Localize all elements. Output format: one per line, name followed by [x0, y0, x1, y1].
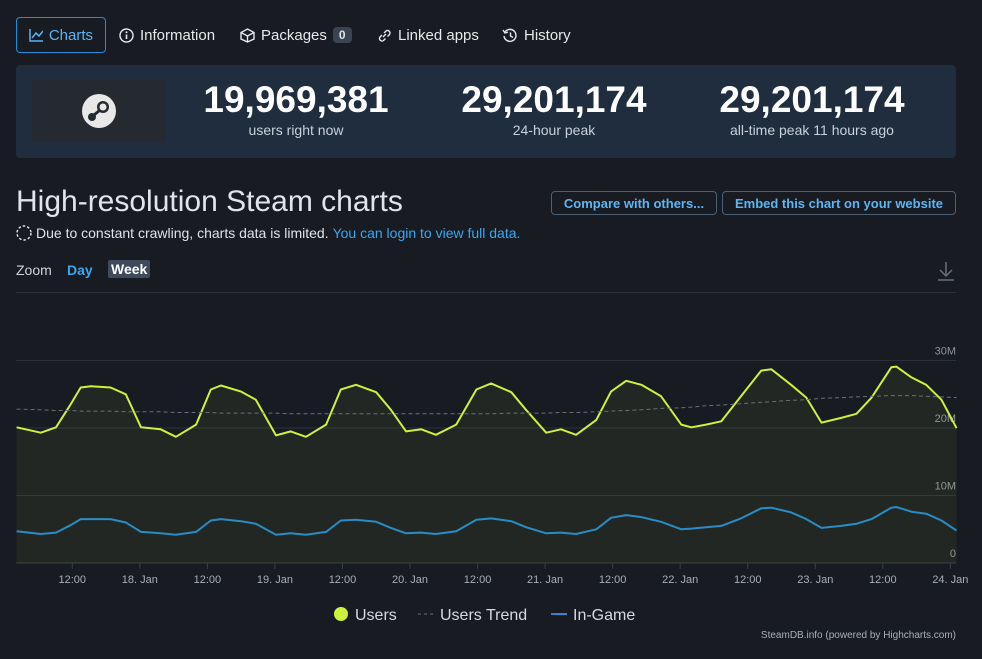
legend-label: In-Game — [573, 607, 635, 624]
steam-logo — [82, 94, 116, 128]
y-tick-label: 30M — [935, 346, 956, 358]
zoom-label: Zoom — [16, 262, 52, 278]
stat-value: 19,969,381 — [203, 79, 389, 120]
zoom-option[interactable]: Week — [108, 260, 151, 278]
legend-label: Users — [355, 607, 397, 624]
icon — [119, 27, 134, 43]
x-tick-label: 12:00 — [194, 574, 222, 586]
x-tick-label: 12:00 — [599, 574, 627, 586]
stats-panel — [16, 65, 956, 158]
icon — [378, 29, 391, 42]
stat: 29,201,174 all-time peak 11 hours ago — [682, 78, 942, 138]
legend-symbol — [334, 607, 348, 621]
x-tick-label: 24. Jan — [932, 574, 968, 586]
x-tick-label: 18. Jan — [122, 574, 158, 586]
x-tick-label: 19. Jan — [257, 574, 293, 586]
y-tick-label: 10M — [935, 481, 956, 493]
icon — [502, 28, 517, 42]
x-tick-label: 12:00 — [329, 574, 357, 586]
embed-button[interactable]: Embed this chart on your website — [722, 191, 956, 215]
x-tick-label: 22. Jan — [662, 574, 698, 586]
legend-label: Users Trend — [440, 607, 527, 624]
x-tick-label: 23. Jan — [797, 574, 833, 586]
tab-information[interactable]: Information — [119, 17, 215, 53]
icon — [29, 29, 43, 42]
stat-value: 29,201,174 — [719, 79, 905, 120]
x-tick-label: 12:00 — [59, 574, 87, 586]
credit: SteamDB.info (powered by Highcharts.com) — [761, 630, 956, 641]
stat-label: users right now — [248, 122, 344, 138]
series-line — [16, 365, 958, 438]
stat: 29,201,174 24-hour peak — [424, 78, 684, 138]
tab-linked-apps[interactable]: Linked apps — [377, 17, 479, 53]
area — [16, 366, 957, 563]
tab-label: Linked apps — [398, 26, 479, 44]
y-tick-label: 0 — [950, 548, 956, 560]
x-tick-label: 20. Jan — [392, 574, 428, 586]
tab-badge: 0 — [332, 27, 352, 43]
zoom-option[interactable]: Day — [67, 262, 93, 278]
tab-label: Charts — [48, 26, 93, 44]
stat-label: all-time peak 11 hours ago — [730, 122, 894, 138]
app-logo — [32, 80, 166, 142]
separator — [16, 292, 956, 293]
heading: High-resolution Steam charts — [16, 185, 403, 218]
x-tick-label: 12:00 — [734, 574, 762, 586]
tab-charts[interactable]: Charts — [16, 17, 106, 53]
tab-label: Information — [140, 26, 216, 44]
compare-button[interactable]: Compare with others... — [551, 191, 717, 215]
tab-label: Packages — [261, 26, 327, 44]
tab-packages[interactable]: Packages 0 — [240, 17, 352, 53]
icon — [16, 225, 32, 241]
x-tick-label: 12:00 — [464, 574, 492, 586]
series-line — [16, 506, 958, 536]
stat-label: 24-hour peak — [512, 122, 596, 138]
icon — [240, 27, 255, 43]
login-link[interactable]: You can login to view full data. — [332, 225, 521, 241]
stat: 19,969,381 users right now — [166, 78, 426, 138]
x-tick-label: 12:00 — [869, 574, 897, 586]
series-line — [16, 395, 957, 415]
notice-text: Due to constant crawling, charts data is… — [36, 225, 329, 241]
notice: Due to constant crawling, charts data is… — [16, 225, 520, 241]
x-tick-label: 21. Jan — [527, 574, 563, 586]
tab-label: History — [524, 26, 571, 44]
stat-value: 29,201,174 — [461, 79, 647, 120]
tab-history[interactable]: History — [502, 17, 571, 53]
chart: SteamDB.info (powered by Highcharts.com)… — [16, 346, 968, 641]
download-icon[interactable] — [936, 260, 956, 282]
